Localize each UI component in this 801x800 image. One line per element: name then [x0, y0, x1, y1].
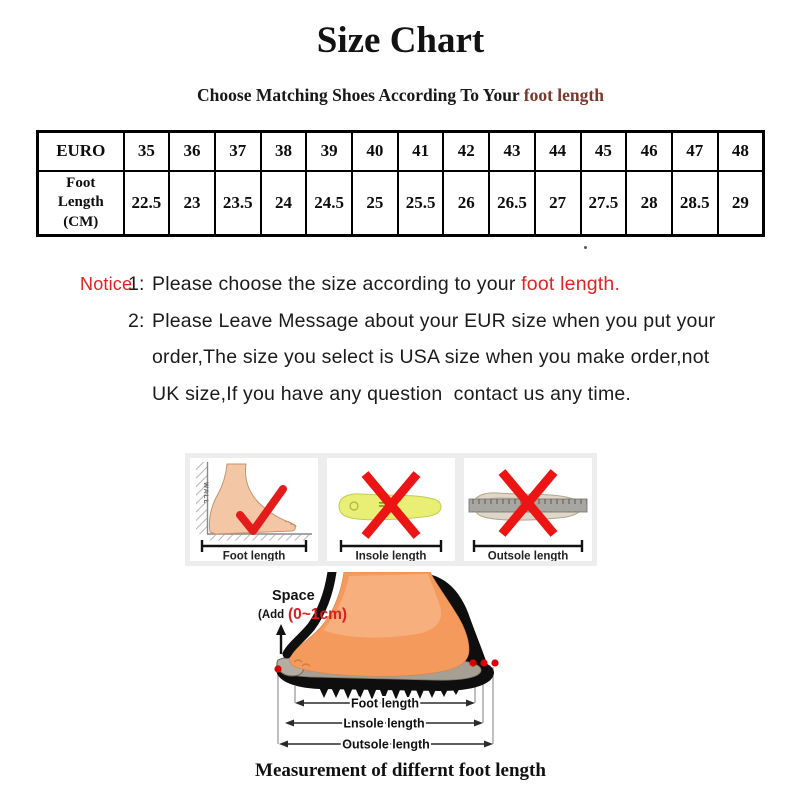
size-value-cell: 27.5: [579, 169, 628, 237]
size-value-cell: 43: [488, 130, 536, 172]
size-value-cell: 44: [533, 130, 582, 172]
notice-item-1: Notice 1: Please choose the size accordi…: [80, 266, 748, 303]
row-label-cell: EURO: [36, 130, 125, 172]
toes-detail: [284, 521, 297, 528]
panel-outsole-length: Outsole length: [464, 458, 592, 561]
wall-label: WALL: [202, 482, 209, 504]
notice-text-2-line1: Please Leave Message about your EUR size…: [152, 309, 716, 332]
notice-block: Notice 1: Please choose the size accordi…: [80, 266, 748, 412]
size-value-cell: 24: [259, 169, 308, 237]
red-dots: [274, 659, 499, 673]
space-cm-label: (0~1cm): [288, 606, 347, 623]
notice-marker-2: 2:: [128, 309, 145, 332]
size-value-cell: 42: [442, 130, 491, 172]
foot-measurement-diagram: Space (Add (0~1cm) Foot length Lnsole le…: [232, 572, 568, 758]
size-value-cell: 26.5: [488, 169, 536, 237]
cross-icon: [498, 469, 558, 537]
size-value-cell: 24.5: [305, 169, 354, 237]
toe-lines: [293, 659, 311, 667]
size-value-cell: 47: [670, 130, 719, 172]
shoe-diagram: Space (Add (0~1cm) Foot length Lnsole le…: [258, 572, 499, 754]
panel-outsole-label: Outsole length: [488, 551, 569, 562]
caption: Measurement of differnt foot length: [255, 760, 546, 781]
jpeg-speck: [584, 246, 587, 249]
space-add-label: (Add: [258, 609, 284, 621]
insole-logo: [349, 501, 359, 511]
size-value-cell: 38: [259, 130, 308, 172]
size-value-cell: 25.5: [396, 169, 445, 237]
size-value-cell: 22.5: [122, 169, 171, 237]
dimension-lines: [282, 702, 490, 745]
sole-tread: [318, 684, 462, 700]
size-value-cell: 23.5: [213, 169, 262, 237]
diagram-foot-length-label: Foot length: [351, 697, 419, 711]
insole-length-illustration: Insole length: [338, 471, 443, 562]
notice-text-1: Please choose the size according to your: [152, 273, 522, 295]
space-label: Space: [272, 588, 315, 604]
size-value-cell: 28.5: [670, 169, 719, 237]
measure-line: [472, 540, 584, 552]
diagram-outsole-length-label: Outsole length: [342, 738, 430, 752]
notice-item-2: 2: Please Leave Message about your EUR s…: [80, 303, 748, 413]
size-table-body: EURO 35 36 37 38 39 40 41 42 43 44 45 46 47 48 Foot Len…: [36, 130, 765, 237]
measure-line: [200, 540, 308, 552]
front-strap: [282, 572, 337, 659]
outsole-length-illustration: Outsole length: [468, 469, 588, 562]
size-value-cell: 25: [351, 169, 399, 237]
panel-insole-length: Insole length: [327, 458, 455, 561]
diagram-insole-length-label: Lnsole length: [343, 717, 424, 731]
wall-hatch: [196, 462, 207, 534]
notice-text-2-line2: order,The size you select is USA size wh…: [152, 346, 710, 368]
panel-foot-length: WALL Foot length: [190, 458, 318, 561]
panel-insole-label: Insole length: [356, 551, 427, 562]
notice-text-1-highlight: foot length.: [521, 273, 621, 295]
panel-foot-label: Foot length: [223, 551, 286, 562]
measure-method-strip: WALL Foot length Inso: [185, 453, 597, 566]
subtitle-highlight: foot length: [523, 85, 604, 105]
notice-marker-1: 1:: [128, 273, 145, 295]
size-value-cell: 45: [579, 130, 628, 172]
size-value-cell: 46: [625, 130, 673, 172]
size-value-cell: 35: [122, 130, 171, 172]
size-value-cell: 23: [168, 169, 216, 237]
notice-label: Notice: [80, 274, 133, 294]
subtitle: Choose Matching Shoes According To Your …: [0, 85, 801, 106]
size-value-cell: 28: [625, 169, 673, 237]
notice-text-2-line3: UK size,If you have any question contact…: [152, 382, 632, 405]
table-row: EURO 35 36 37 38 39 40 41 42 43 44 45 46 47 48: [36, 130, 765, 172]
measure-line: [339, 540, 443, 552]
size-value-cell: 39: [305, 130, 354, 172]
page-title: Size Chart: [316, 20, 485, 61]
floor-hatch: [207, 534, 312, 541]
size-value-cell: 29: [716, 169, 765, 237]
size-value-cell: 48: [716, 130, 765, 172]
space-arrow: [276, 624, 286, 654]
row-label-cell: Foot Length (CM): [36, 169, 125, 237]
check-icon: [236, 485, 287, 535]
size-table: EURO 35 36 37 38 39 40 41 42 43 44 45 46 47 48 Foot Len…: [36, 130, 765, 237]
cross-icon: [361, 471, 421, 539]
dimension-arrowheads: [279, 699, 493, 748]
foot-length-illustration: WALL Foot length: [196, 462, 312, 562]
table-row: Foot Length (CM) 22.5 23 23.5 24 24.5 25 25.5 26…: [36, 169, 765, 237]
size-value-cell: 37: [213, 130, 262, 172]
size-value-cell: 27: [533, 169, 582, 237]
size-value-cell: 41: [396, 130, 445, 172]
bare-foot-shape: [208, 463, 296, 535]
size-value-cell: 26: [442, 169, 491, 237]
size-value-cell: 40: [351, 130, 399, 172]
foot-highlight: [323, 574, 442, 638]
size-value-cell: 36: [168, 130, 216, 172]
subtitle-text: Choose Matching Shoes According To Your: [197, 85, 524, 105]
